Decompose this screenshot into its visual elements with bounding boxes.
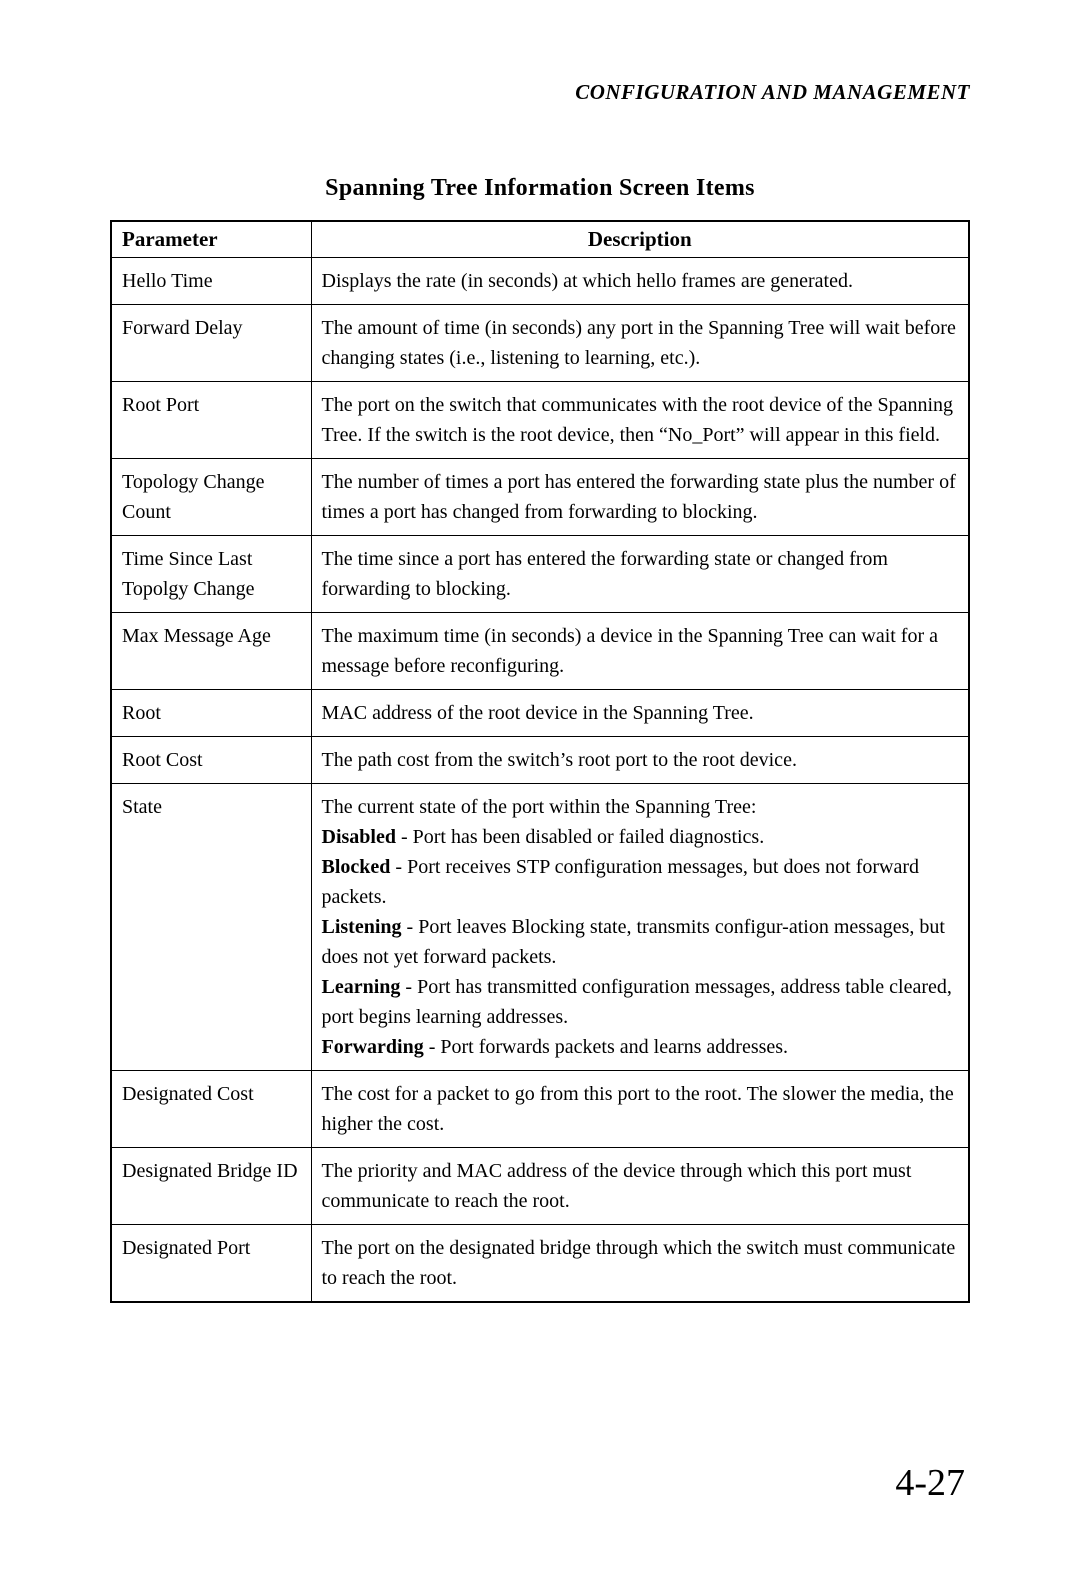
state-line: Listening - Port leaves Blocking state, … xyxy=(322,912,959,972)
spanning-tree-table: Parameter Description Hello TimeDisplays… xyxy=(110,220,970,1303)
state-line: Blocked - Port receives STP configuratio… xyxy=(322,852,959,912)
description-cell: The maximum time (in seconds) a device i… xyxy=(311,613,969,690)
state-text: - Port has transmitted configuration mes… xyxy=(322,976,952,1028)
description-cell: The port on the switch that communicates… xyxy=(311,382,969,459)
state-label: Blocked xyxy=(322,856,391,878)
parameter-cell: Max Message Age xyxy=(111,613,311,690)
table-row: Designated CostThe cost for a packet to … xyxy=(111,1071,969,1148)
state-text: - Port forwards packets and learns addre… xyxy=(424,1036,788,1058)
parameter-cell: State xyxy=(111,784,311,1071)
description-cell: Displays the rate (in seconds) at which … xyxy=(311,258,969,305)
table-row: Forward DelayThe amount of time (in seco… xyxy=(111,305,969,382)
parameter-cell: Hello Time xyxy=(111,258,311,305)
table-row: Max Message AgeThe maximum time (in seco… xyxy=(111,613,969,690)
description-cell: The priority and MAC address of the devi… xyxy=(311,1148,969,1225)
section-header: CONFIGURATION AND MANAGEMENT xyxy=(110,80,970,105)
table-row: RootMAC address of the root device in th… xyxy=(111,690,969,737)
state-text: - Port has been disabled or failed diagn… xyxy=(396,826,764,848)
state-line: Forwarding - Port forwards packets and l… xyxy=(322,1032,959,1062)
table-row: Designated Bridge IDThe priority and MAC… xyxy=(111,1148,969,1225)
state-text: - Port receives STP configuration messag… xyxy=(322,856,920,908)
column-header-description: Description xyxy=(311,221,969,258)
parameter-cell: Designated Bridge ID xyxy=(111,1148,311,1225)
description-cell: The time since a port has entered the fo… xyxy=(311,536,969,613)
description-cell: MAC address of the root device in the Sp… xyxy=(311,690,969,737)
state-label: Learning xyxy=(322,976,401,998)
description-cell: The cost for a packet to go from this po… xyxy=(311,1071,969,1148)
description-cell: The number of times a port has entered t… xyxy=(311,459,969,536)
state-label: Forwarding xyxy=(322,1036,424,1058)
state-intro: The current state of the port within the… xyxy=(322,792,959,822)
table-title: Spanning Tree Information Screen Items xyxy=(110,175,970,202)
table-header-row: Parameter Description xyxy=(111,221,969,258)
state-text: - Port leaves Blocking state, transmits … xyxy=(322,916,945,968)
parameter-cell: Root Port xyxy=(111,382,311,459)
description-cell: The port on the designated bridge throug… xyxy=(311,1225,969,1303)
table-row: Time Since Last Topolgy ChangeThe time s… xyxy=(111,536,969,613)
state-line: Learning - Port has transmitted configur… xyxy=(322,972,959,1032)
parameter-cell: Root xyxy=(111,690,311,737)
description-cell: The amount of time (in seconds) any port… xyxy=(311,305,969,382)
state-line: Disabled - Port has been disabled or fai… xyxy=(322,822,959,852)
table-row: Hello TimeDisplays the rate (in seconds)… xyxy=(111,258,969,305)
parameter-cell: Designated Cost xyxy=(111,1071,311,1148)
table-row: Root PortThe port on the switch that com… xyxy=(111,382,969,459)
table-row: Designated PortThe port on the designate… xyxy=(111,1225,969,1303)
state-label: Listening xyxy=(322,916,402,938)
parameter-cell: Root Cost xyxy=(111,737,311,784)
description-cell: The path cost from the switch’s root por… xyxy=(311,737,969,784)
table-row: Root CostThe path cost from the switch’s… xyxy=(111,737,969,784)
page-number: 4-27 xyxy=(895,1461,965,1505)
column-header-parameter: Parameter xyxy=(111,221,311,258)
table-row: Topology Change CountThe number of times… xyxy=(111,459,969,536)
state-label: Disabled xyxy=(322,826,396,848)
table-row: State The current state of the port withi… xyxy=(111,784,969,1071)
section-title: CONFIGURATION AND MANAGEMENT xyxy=(575,80,970,104)
parameter-cell: Time Since Last Topolgy Change xyxy=(111,536,311,613)
description-cell: The current state of the port within the… xyxy=(311,784,969,1071)
parameter-cell: Forward Delay xyxy=(111,305,311,382)
parameter-cell: Topology Change Count xyxy=(111,459,311,536)
parameter-cell: Designated Port xyxy=(111,1225,311,1303)
